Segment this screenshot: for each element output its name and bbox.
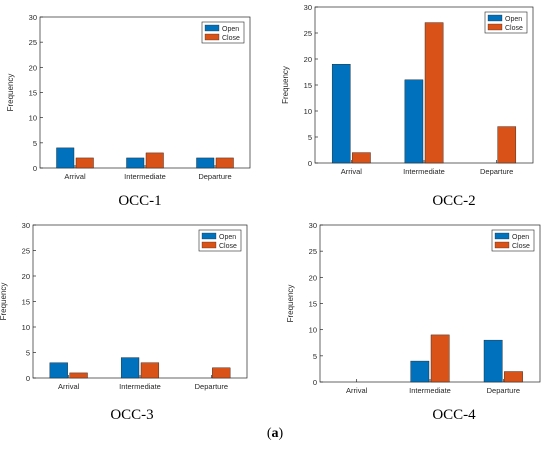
y-tick-label: 0 xyxy=(26,374,30,383)
legend-swatch-close xyxy=(201,241,217,249)
y-tick-label: 0 xyxy=(313,378,317,387)
y-tick-label: 10 xyxy=(309,326,317,335)
y-tick-label: 10 xyxy=(22,323,30,332)
legend-swatch-close xyxy=(487,23,503,31)
bar-close-departure xyxy=(504,371,523,383)
bar-open-intermediate xyxy=(120,357,140,379)
bar-open-intermediate xyxy=(126,157,145,169)
y-axis-label: Frequency xyxy=(286,285,295,323)
x-tick-label: Intermediate xyxy=(403,167,445,176)
x-tick-label: Intermediate xyxy=(119,382,161,391)
bar-open-arrival xyxy=(56,147,75,169)
x-tick-label: Departure xyxy=(198,172,231,181)
chart-occ-3: 0 5 10 15 20 25 30 Frequency Arrival Intermediate… xyxy=(0,221,248,391)
y-tick-label: 5 xyxy=(313,352,317,361)
y-axis-label: Frequency xyxy=(0,283,8,321)
legend-swatch-open xyxy=(487,14,503,22)
y-tick-label: 15 xyxy=(29,89,37,98)
bar-close-departure xyxy=(212,367,231,379)
y-tick-label: 20 xyxy=(304,55,312,64)
bar-close-intermediate xyxy=(424,22,444,164)
y-tick-label: 5 xyxy=(26,349,30,358)
bar-close-departure xyxy=(215,157,234,169)
bar-close-arrival xyxy=(75,157,94,169)
legend-swatch-open xyxy=(204,24,220,32)
caption-occ-2: OCC-2 xyxy=(432,193,476,209)
bar-open-arrival xyxy=(49,362,68,379)
y-tick-label: 20 xyxy=(309,273,317,282)
y-tick-label: 20 xyxy=(29,63,37,72)
y-tick-label: 25 xyxy=(29,38,37,47)
y-tick-label: 30 xyxy=(309,221,317,230)
legend-label-close: Close xyxy=(222,35,240,42)
caption-occ-3: OCC-3 xyxy=(110,407,154,423)
chart-occ-1: 0 5 10 15 20 25 30 Frequency Arrival Intermediate… xyxy=(6,13,251,181)
x-tick-label: Arrival xyxy=(346,386,368,395)
legend-label-open: Open xyxy=(219,234,236,241)
legend-label-close: Close xyxy=(219,243,237,250)
y-tick-label: 30 xyxy=(29,13,37,22)
y-tick-label: 25 xyxy=(309,247,317,256)
x-tick-label: Intermediate xyxy=(409,386,451,395)
chart-occ-4: 0 5 10 15 20 25 30 Frequency Arrival Intermediate… xyxy=(286,221,541,395)
y-tick-label: 15 xyxy=(22,298,30,307)
x-tick-label: Departure xyxy=(487,386,520,395)
bar-open-intermediate xyxy=(404,79,424,164)
caption-occ-4: OCC-4 xyxy=(432,407,476,423)
x-tick-label: Arrival xyxy=(341,167,363,176)
y-tick-label: 10 xyxy=(304,107,312,116)
x-tick-label: Departure xyxy=(480,167,513,176)
bar-open-departure xyxy=(196,157,215,169)
bar-close-arrival xyxy=(69,372,88,379)
x-tick-label: Intermediate xyxy=(124,172,166,181)
bar-open-arrival xyxy=(331,63,351,164)
legend-label-close: Close xyxy=(505,25,523,32)
legend-swatch-close xyxy=(204,33,220,41)
bar-open-intermediate xyxy=(410,360,430,383)
bar-close-departure xyxy=(497,126,517,164)
legend-label-close: Close xyxy=(512,243,530,250)
bar-close-intermediate xyxy=(430,334,450,383)
y-tick-label: 20 xyxy=(22,272,30,281)
y-tick-label: 10 xyxy=(29,114,37,123)
legend-swatch-open xyxy=(494,232,510,240)
y-tick-label: 25 xyxy=(304,29,312,38)
caption-occ-1: OCC-1 xyxy=(118,193,162,209)
y-tick-label: 5 xyxy=(33,139,37,148)
bar-open-departure xyxy=(483,339,503,383)
y-axis-label: Frequency xyxy=(6,74,15,112)
y-tick-label: 25 xyxy=(22,247,30,256)
y-tick-label: 0 xyxy=(308,159,312,168)
y-tick-label: 30 xyxy=(22,221,30,230)
legend-label-open: Open xyxy=(222,26,239,33)
y-tick-label: 0 xyxy=(33,164,37,173)
y-tick-label: 5 xyxy=(308,133,312,142)
y-axis-label: Frequency xyxy=(281,66,290,104)
bar-close-intermediate xyxy=(140,362,160,379)
y-tick-label: 15 xyxy=(309,300,317,309)
x-tick-label: Arrival xyxy=(58,382,80,391)
x-tick-label: Arrival xyxy=(64,172,86,181)
bar-close-intermediate xyxy=(145,152,164,169)
x-tick-label: Departure xyxy=(195,382,228,391)
legend-swatch-open xyxy=(201,232,217,240)
bar-close-arrival xyxy=(352,152,371,164)
y-tick-label: 30 xyxy=(304,3,312,12)
y-tick-label: 15 xyxy=(304,81,312,90)
legend-label-open: Open xyxy=(505,16,522,23)
figure-label: (a) xyxy=(266,426,284,441)
chart-occ-2: 0 5 10 15 20 25 30 Frequency Arrival Intermediate… xyxy=(281,3,534,176)
legend-label-open: Open xyxy=(512,234,529,241)
legend-swatch-close xyxy=(494,241,510,249)
